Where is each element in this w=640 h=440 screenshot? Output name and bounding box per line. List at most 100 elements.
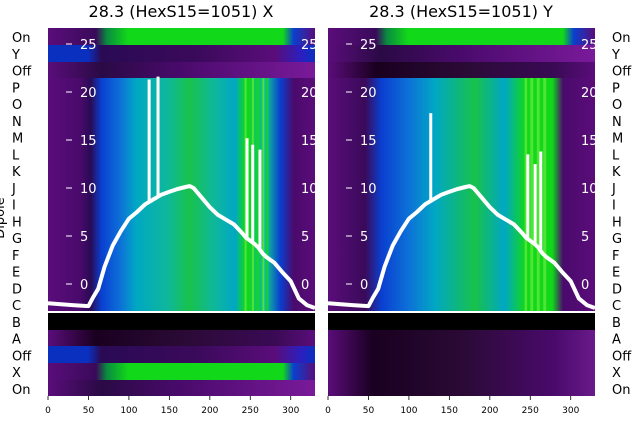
- x-ticks-left: 0 50 100 150 200 250 300: [45, 396, 300, 416]
- band-y: [48, 45, 315, 62]
- overlay-tick-label-right: 25: [301, 38, 318, 53]
- x-tick-label: 0: [45, 406, 51, 416]
- row-label: O: [612, 98, 622, 113]
- row-label: P: [12, 81, 20, 96]
- overlay-curve-right: [328, 113, 595, 310]
- left-chart-title: 28.3 (HexS15=1051) X: [89, 2, 274, 21]
- overlay-tick-label-right: 15: [301, 134, 318, 149]
- overlay-tick-label: 20: [360, 86, 377, 101]
- row-label: O: [12, 98, 22, 113]
- band-separator: [328, 311, 595, 313]
- overlay-tick-label: 20: [80, 86, 97, 101]
- overlay-tick-label: 15: [80, 134, 97, 149]
- x-tick-label: 300: [282, 406, 299, 416]
- overlay-tick-label: 25: [360, 38, 377, 53]
- row-label: K: [612, 165, 621, 180]
- row-label: N: [612, 115, 622, 130]
- row-label: I: [612, 199, 616, 214]
- row-label: E: [12, 266, 20, 281]
- overlay-curve: [328, 184, 595, 310]
- row-label: H: [612, 215, 622, 230]
- overlay-tick-label-right: 25: [581, 38, 598, 53]
- row-label: Off: [12, 65, 32, 80]
- x-ticks-right: 0 50 100 150 200 250 300: [325, 396, 580, 416]
- row-label: M: [612, 132, 623, 147]
- row-label: H: [12, 215, 22, 230]
- green-stripe: [266, 78, 269, 311]
- band-bottom-fill: [48, 380, 315, 396]
- band-body: [328, 78, 595, 311]
- band-separator: [48, 311, 315, 313]
- overlay-tick-label-right: 0: [301, 278, 309, 293]
- band-off-top: [48, 62, 315, 78]
- row-label: Off: [12, 349, 32, 364]
- overlay-ticks-left: 0 0 5 5 10 10 15 15 20 20 25 25: [66, 38, 318, 293]
- row-label: I: [12, 199, 16, 214]
- overlay-curve: [48, 184, 315, 310]
- row-label: L: [12, 148, 20, 163]
- green-stripe: [256, 78, 259, 311]
- overlay-curve-left: [48, 76, 315, 310]
- green-stripe: [262, 78, 265, 311]
- row-label: F: [612, 249, 619, 264]
- x-tick-label: 150: [441, 406, 458, 416]
- green-stripe: [536, 78, 540, 311]
- row-label: X: [612, 366, 621, 381]
- row-label: C: [612, 299, 621, 314]
- row-label: Off: [612, 349, 632, 364]
- left-heatmap-panel: 0 0 5 5 10 10 15 15 20 20 25 25: [48, 28, 318, 396]
- x-tick-label: 200: [201, 406, 218, 416]
- overlay-tick-label-right: 15: [581, 134, 598, 149]
- band-body: [48, 78, 315, 311]
- overlay-tick-label: 0: [80, 278, 88, 293]
- overlay-ticks-right: 0 0 5 5 10 10 15 15 20 20 25 25: [346, 38, 598, 293]
- x-tick-label: 100: [120, 406, 137, 416]
- row-label: K: [12, 165, 21, 180]
- x-tick-label: 250: [522, 406, 539, 416]
- row-label: M: [12, 132, 23, 147]
- overlay-tick-label-right: 0: [581, 278, 589, 293]
- x-tick-label: 150: [161, 406, 178, 416]
- band-b-a-dark: [328, 313, 595, 330]
- overlay-tick-label: 5: [80, 230, 88, 245]
- x-tick-label: 0: [325, 406, 331, 416]
- x-tick-label: 100: [400, 406, 417, 416]
- row-label: J: [11, 182, 16, 197]
- overlay-tick-label-right: 20: [581, 86, 598, 101]
- overlay-tick-label: 25: [80, 38, 97, 53]
- overlay-tick-label: 15: [360, 134, 377, 149]
- y-axis-label: Dipole: [0, 197, 8, 238]
- band-off-bottom: [48, 330, 315, 346]
- overlay-tick-label: 0: [360, 278, 368, 293]
- x-tick-label: 200: [481, 406, 498, 416]
- row-label: G: [612, 232, 622, 247]
- overlay-tick-label-right: 5: [581, 230, 589, 245]
- row-label: On: [12, 383, 30, 398]
- band-off-top: [328, 62, 595, 78]
- row-label: N: [12, 115, 22, 130]
- row-label: D: [12, 282, 22, 297]
- band-bottom: [328, 330, 595, 396]
- green-stripe: [546, 78, 550, 311]
- x-tick-label: 300: [562, 406, 579, 416]
- row-label: X: [12, 366, 21, 381]
- band-on-top: [48, 28, 315, 45]
- overlay-tick-label: 5: [360, 230, 368, 245]
- band-b-a-dark: [48, 313, 315, 330]
- row-label: On: [12, 31, 30, 46]
- x-tick-label: 250: [242, 406, 259, 416]
- right-heatmap-panel: 0 0 5 5 10 10 15 15 20 20 25 25: [328, 28, 598, 396]
- row-label: A: [612, 333, 621, 348]
- row-label: C: [12, 299, 21, 314]
- overlay-tick-label-right: 10: [581, 182, 598, 197]
- row-label: G: [12, 232, 22, 247]
- row-label: Y: [611, 48, 620, 63]
- right-chart-title: 28.3 (HexS15=1051) Y: [369, 2, 553, 21]
- row-label: B: [12, 316, 21, 331]
- row-label: E: [612, 266, 620, 281]
- overlay-tick-label: 10: [80, 182, 97, 197]
- row-label: Off: [612, 65, 632, 80]
